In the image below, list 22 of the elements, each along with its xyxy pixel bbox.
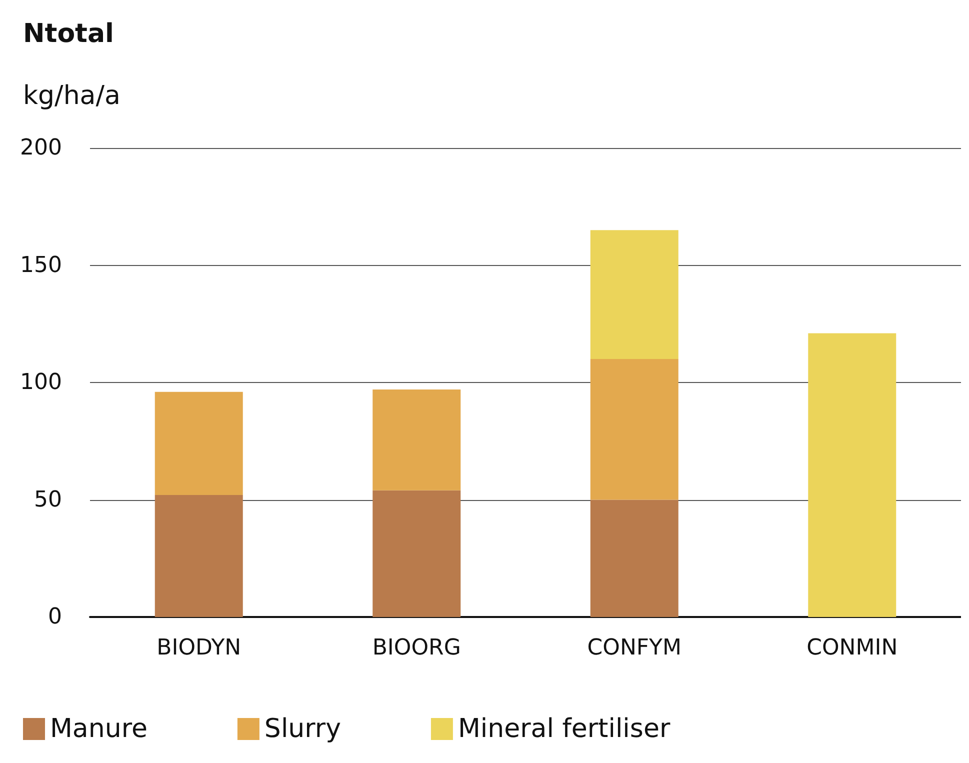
y-tick-label: 0 — [48, 604, 62, 630]
y-tick-label: 100 — [20, 370, 62, 395]
y-tick-label: 150 — [20, 252, 62, 278]
x-tick-label: CONFYM — [587, 636, 682, 660]
bar — [808, 333, 896, 617]
legend-label: Slurry — [264, 714, 341, 744]
chart-title: Ntotal — [23, 19, 114, 49]
y-axis-title: kg/ha/a — [23, 81, 120, 111]
bar — [590, 359, 678, 500]
y-tick-label: 50 — [34, 487, 62, 512]
y-tick-label: 200 — [20, 136, 62, 160]
x-tick-label: BIODYN — [156, 636, 242, 660]
bar — [372, 490, 461, 617]
bar — [154, 392, 243, 496]
legend-label: Mineral fertiliser — [458, 714, 670, 744]
bar — [372, 390, 461, 490]
legend-label: Manure — [50, 714, 148, 744]
bar — [590, 500, 678, 617]
bar — [590, 230, 678, 360]
x-tick-label: BIOORG — [372, 636, 461, 660]
x-tick-label: CONMIN — [806, 636, 898, 660]
bar — [154, 495, 243, 617]
